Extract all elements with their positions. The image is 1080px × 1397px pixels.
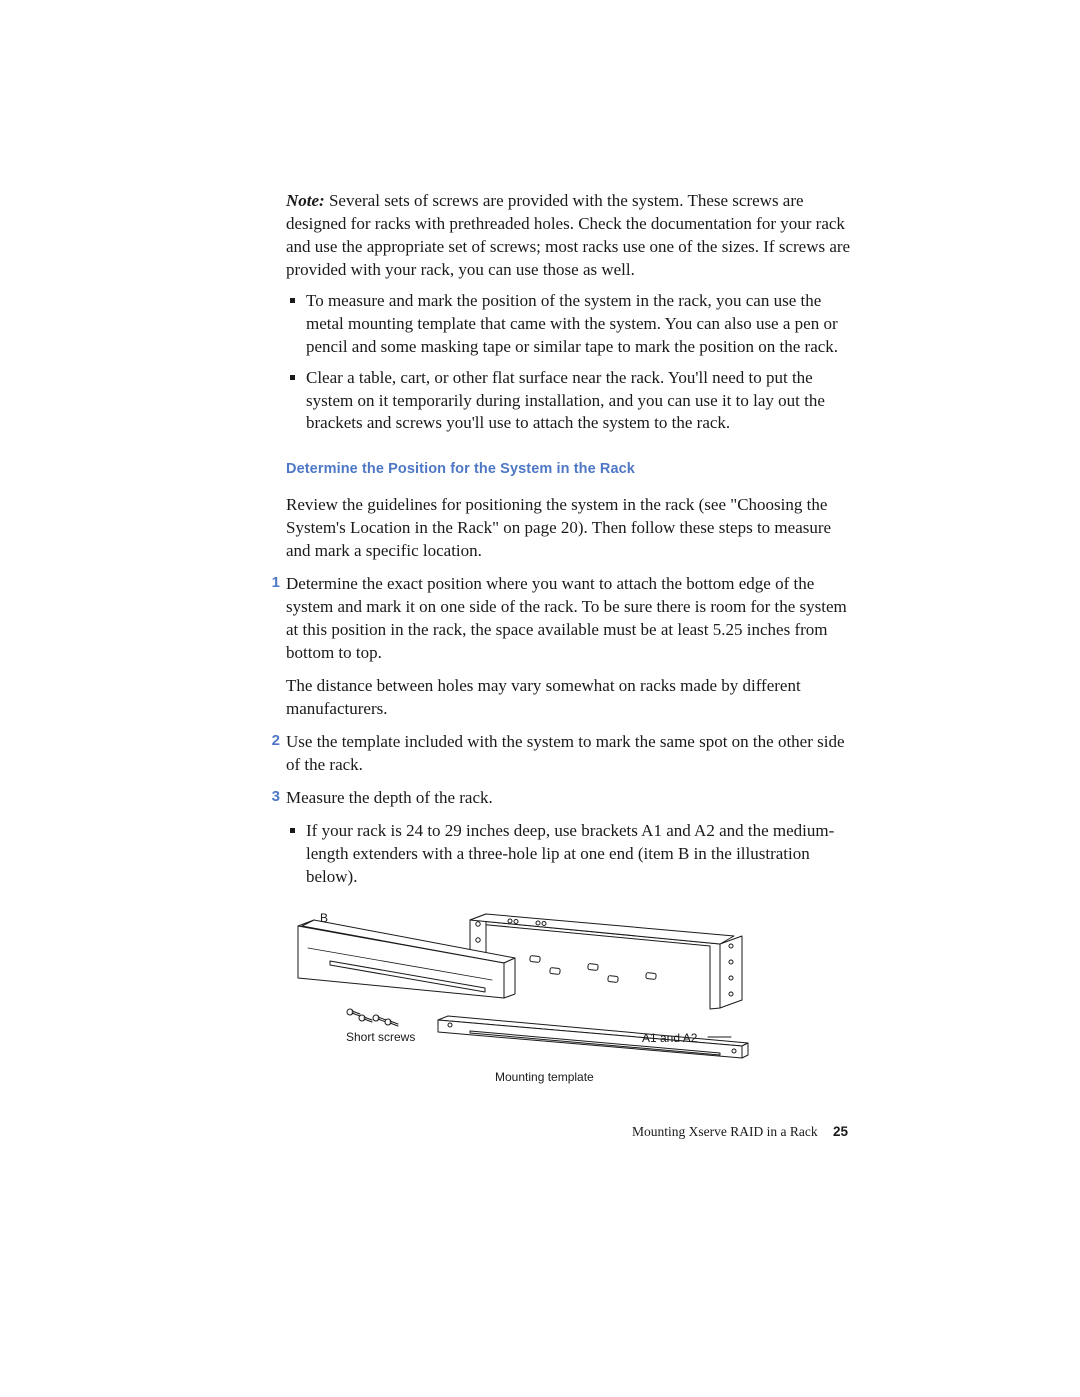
intro-bullet-list: To measure and mark the position of the … [286,290,852,436]
label-mounting-template: Mounting template [495,1070,594,1084]
page-footer: Mounting Xserve RAID in a Rack 25 [632,1124,848,1140]
bullet-text: If your rack is 24 to 29 inches deep, us… [306,821,834,886]
label-short-screws: Short screws [346,1030,415,1044]
step-text: The distance between holes may vary some… [286,675,852,721]
note-text: Several sets of screws are provided with… [286,191,850,279]
step-number: 3 [262,788,280,805]
step-number: 1 [262,574,280,591]
label-b: B [320,911,328,925]
step-text: Determine the exact position where you w… [286,573,852,665]
label-a1a2: A1 and A2 [642,1031,698,1045]
screws-icon [347,1009,398,1026]
bullet-text: To measure and mark the position of the … [306,291,838,356]
list-item: To measure and mark the position of the … [286,290,852,359]
bullet-text: Clear a table, cart, or other flat surfa… [306,368,825,433]
page-content: Note: Several sets of screws are provide… [286,173,852,1116]
step-3: 3 Measure the depth of the rack. If your… [262,787,852,1107]
list-item: Clear a table, cart, or other flat surfa… [286,367,852,436]
bracket-figure: B Short screws Mounting template A1 and … [290,906,852,1106]
list-item: If your rack is 24 to 29 inches deep, us… [286,820,852,889]
bracket-illustration-svg: B Short screws Mounting template A1 and … [290,906,760,1106]
footer-text: Mounting Xserve RAID in a Rack [632,1124,818,1139]
step-text: Measure the depth of the rack. [286,787,852,810]
note-paragraph: Note: Several sets of screws are provide… [286,190,852,282]
sub-bullet-list: If your rack is 24 to 29 inches deep, us… [286,820,852,889]
numbered-steps: 1 Determine the exact position where you… [286,573,852,1106]
step-2: 2 Use the template included with the sys… [262,731,852,777]
note-label: Note: [286,191,325,210]
section-heading: Determine the Position for the System in… [286,461,852,477]
step-1: 1 Determine the exact position where you… [262,573,852,721]
footer-page-number: 25 [833,1124,848,1139]
step-number: 2 [262,732,280,749]
mounting-template-icon [438,1016,748,1058]
section-intro: Review the guidelines for positioning th… [286,494,852,563]
step-text: Use the template included with the syste… [286,731,852,777]
